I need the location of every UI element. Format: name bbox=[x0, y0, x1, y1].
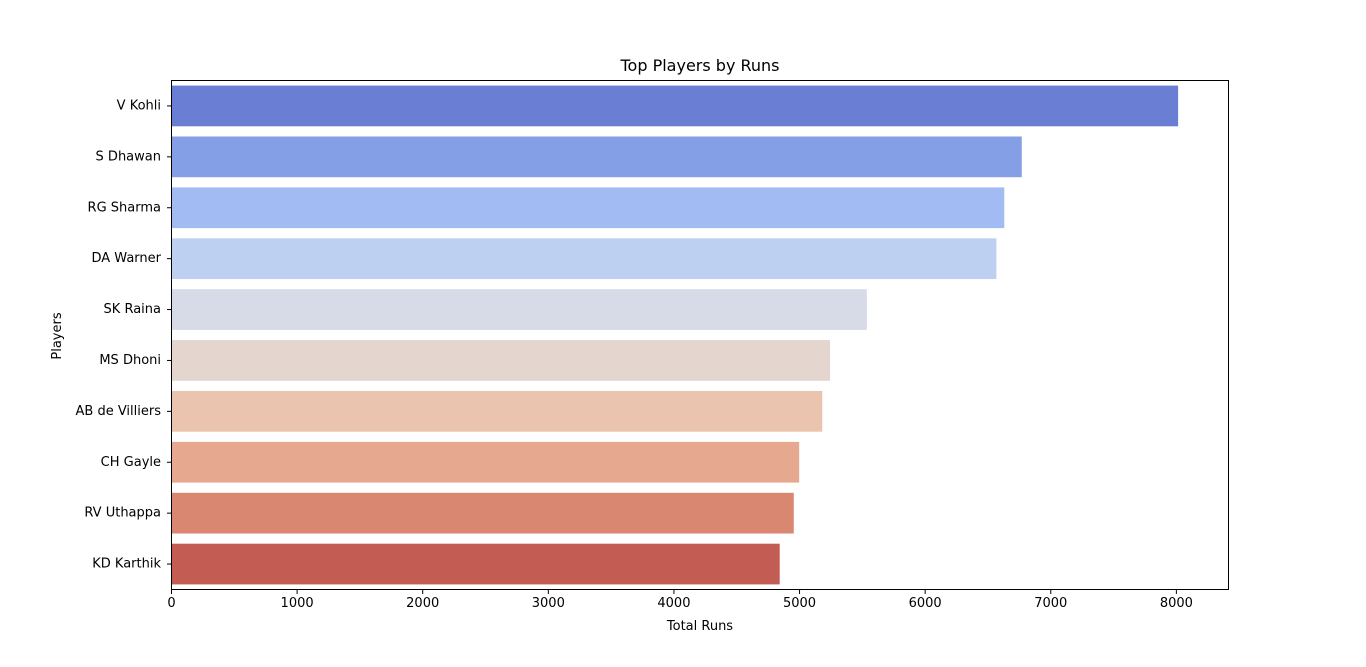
bar bbox=[171, 492, 794, 534]
y-tick-label: SK Raina bbox=[104, 302, 161, 317]
plot-frame bbox=[171, 80, 1229, 590]
x-axis-label: Total Runs bbox=[666, 619, 733, 634]
bars-group bbox=[171, 85, 1179, 585]
y-tick-label: AB de Villiers bbox=[76, 404, 162, 419]
bar bbox=[171, 238, 997, 280]
x-tick-label: 0 bbox=[167, 596, 175, 611]
x-tick-label: 5000 bbox=[783, 596, 816, 611]
x-tick-label: 3000 bbox=[532, 596, 565, 611]
y-tick-label: RG Sharma bbox=[88, 200, 161, 215]
y-tick-label: MS Dhoni bbox=[99, 353, 161, 368]
y-axis-label: Players bbox=[50, 312, 65, 359]
bar bbox=[171, 340, 831, 381]
y-tick-label: CH Gayle bbox=[101, 455, 161, 470]
bar bbox=[171, 441, 800, 483]
x-tick-label: 1000 bbox=[281, 596, 314, 611]
chart-title: Top Players by Runs bbox=[619, 56, 779, 75]
x-tick-label: 7000 bbox=[1034, 596, 1067, 611]
x-tick-label: 4000 bbox=[657, 596, 690, 611]
y-ticks-group: V Kohli S Dhawan RG Sharma DA Warner SK Rain… bbox=[76, 98, 172, 572]
y-tick-label: RV Uthappa bbox=[84, 506, 161, 521]
x-ticks-group: 0 1000 2000 3000 4000 5000 6000 7000 8000 bbox=[167, 589, 1193, 611]
bar bbox=[171, 85, 1179, 127]
x-tick-label: 6000 bbox=[909, 596, 942, 611]
y-tick-label: V Kohli bbox=[117, 98, 161, 113]
x-tick-label: 2000 bbox=[406, 596, 439, 611]
bar bbox=[171, 187, 1005, 229]
y-tick-label: S Dhawan bbox=[96, 149, 161, 164]
bar bbox=[171, 136, 1022, 178]
y-tick-label: DA Warner bbox=[92, 251, 162, 266]
y-tick-label: KD Karthik bbox=[92, 557, 161, 572]
bar bbox=[171, 289, 867, 330]
x-tick-label: 8000 bbox=[1160, 596, 1193, 611]
bar bbox=[171, 390, 823, 432]
bar bbox=[171, 543, 780, 585]
